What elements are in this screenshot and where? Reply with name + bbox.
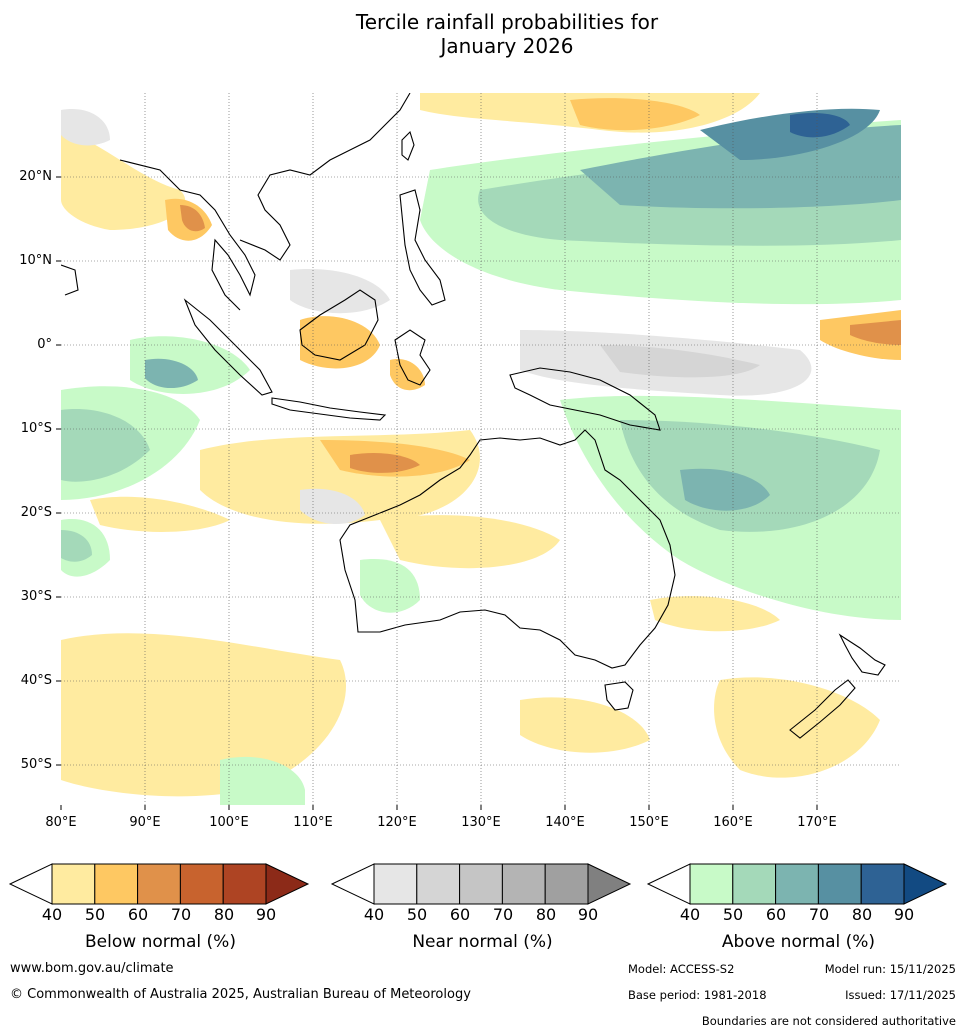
- lat-label-10s: 10°S: [20, 421, 52, 436]
- lat-label-40s: 40°S: [20, 673, 52, 688]
- above-normal-regions: [61, 108, 901, 805]
- tick: 40: [41, 905, 63, 924]
- tick: 50: [722, 905, 744, 924]
- colorbar-below-segment: [179, 863, 224, 905]
- model-run-date: Model run: 15/11/2025: [824, 962, 956, 976]
- tick: 60: [765, 905, 787, 924]
- copyright-text: © Commonwealth of Australia 2025, Austra…: [10, 987, 471, 1002]
- tick: 60: [449, 905, 471, 924]
- colorbar-near-segment: [416, 863, 461, 905]
- map-title: Tercile rainfall probabilities for Janua…: [0, 10, 965, 58]
- lon-label-170e: 170°E: [797, 815, 837, 830]
- tasmania-coastline: [604, 681, 634, 711]
- australia-coastline: [339, 429, 676, 669]
- lat-label-20n: 20°N: [19, 169, 52, 184]
- model-name: Model: ACCESS-S2: [628, 962, 735, 976]
- title-line-1: Tercile rainfall probabilities for: [355, 10, 659, 34]
- lon-label-90e: 90°E: [129, 815, 161, 830]
- tick: 90: [255, 905, 277, 924]
- colorbar-above-segment: [817, 863, 862, 905]
- colorbar-below-title: Below normal (%): [85, 932, 236, 952]
- colorbar-below-segment: [222, 863, 267, 905]
- taiwan-coastline: [401, 130, 415, 161]
- colorbar-near-segment: [459, 863, 503, 905]
- tick: 80: [213, 905, 235, 924]
- lon-label-130e: 130°E: [461, 815, 501, 830]
- colorbar-above-segment: [689, 863, 734, 905]
- colorbar-near-segment: [373, 863, 418, 905]
- colorbar-near: [330, 863, 632, 905]
- website-link[interactable]: www.bom.gov.au/climate: [10, 961, 174, 976]
- lon-label-120e: 120°E: [377, 815, 417, 830]
- colorbar-near-segment: [544, 863, 589, 905]
- philippines-coastline: [399, 189, 446, 306]
- lon-label-80e: 80°E: [45, 815, 77, 830]
- tick: 90: [893, 905, 915, 924]
- colorbar-below: [8, 863, 310, 905]
- java-coastline: [271, 397, 387, 421]
- colorbar-above-segment: [860, 863, 905, 905]
- colorbar-near-segment: [501, 863, 546, 905]
- colorbar-above-title: Above normal (%): [721, 932, 876, 952]
- colorbar-above-segment: [732, 863, 777, 905]
- tick: 50: [406, 905, 428, 924]
- sumatra-coastline: [183, 298, 273, 396]
- lat-label-10n: 10°N: [19, 253, 52, 268]
- tick: 40: [363, 905, 385, 924]
- colorbar-below-segment: [94, 863, 139, 905]
- new-guinea-coastline: [509, 367, 661, 431]
- new-zealand-coastline: [789, 633, 886, 739]
- lon-label-150e: 150°E: [629, 815, 669, 830]
- colorbar-above-segment: [775, 863, 819, 905]
- sulawesi-coastline: [394, 329, 431, 386]
- tick: 70: [170, 905, 192, 924]
- lon-label-100e: 100°E: [209, 815, 249, 830]
- lon-label-160e: 160°E: [713, 815, 753, 830]
- disclaimer: Boundaries are not considered authoritat…: [701, 1014, 956, 1028]
- lat-label-20s: 20°S: [20, 505, 52, 520]
- lon-label-140e: 140°E: [545, 815, 585, 830]
- gridlines: [61, 93, 901, 805]
- near-normal-regions: [61, 109, 812, 525]
- tick: 80: [535, 905, 557, 924]
- coastlines: [61, 93, 886, 739]
- tick: 90: [577, 905, 599, 924]
- axis-ticks: [56, 176, 818, 810]
- tick: 80: [851, 905, 873, 924]
- lon-label-110e: 110°E: [293, 815, 333, 830]
- tick: 70: [492, 905, 514, 924]
- base-period: Base period: 1981-2018: [628, 988, 767, 1002]
- lat-label-50s: 50°S: [20, 757, 52, 772]
- tick: 40: [679, 905, 701, 924]
- colorbar-near-title: Near normal (%): [412, 932, 553, 952]
- below-normal-regions: [61, 93, 901, 797]
- lat-label-0: 0°: [37, 337, 52, 352]
- tick: 50: [84, 905, 106, 924]
- issued-date: Issued: 17/11/2025: [845, 988, 956, 1002]
- colorbar-below-segment: [51, 863, 96, 905]
- tick: 60: [127, 905, 149, 924]
- borneo-coastline: [299, 289, 379, 361]
- colorbar-above: [646, 863, 948, 905]
- lat-label-30s: 30°S: [20, 589, 52, 604]
- tick: 70: [808, 905, 830, 924]
- colorbar-below-segment: [137, 863, 181, 905]
- rainfall-probability-map: [56, 93, 901, 810]
- title-line-2: January 2026: [440, 34, 574, 58]
- asia-coastline: [61, 93, 411, 311]
